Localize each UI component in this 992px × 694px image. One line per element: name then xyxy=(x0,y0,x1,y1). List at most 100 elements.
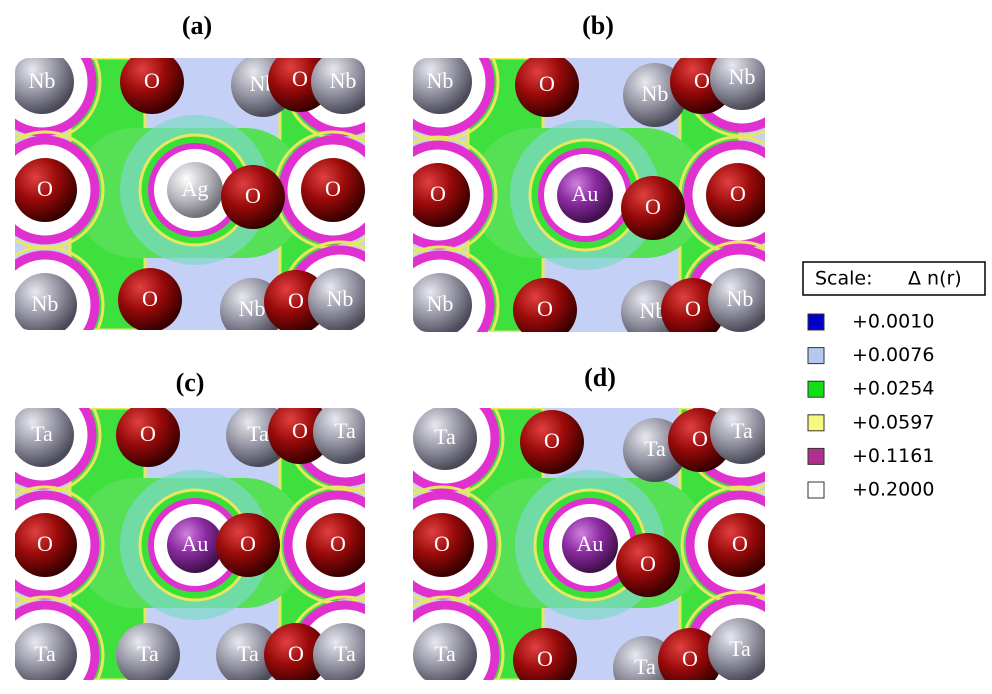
legend-swatch xyxy=(807,380,825,398)
atom-label: O xyxy=(539,71,555,96)
atom-label: Ta xyxy=(644,436,666,461)
atom-label: Nb xyxy=(32,291,59,316)
atom-label: Ta xyxy=(731,418,753,443)
atom xyxy=(621,176,685,240)
atom-label: O xyxy=(144,68,160,93)
atom xyxy=(710,58,765,110)
atom-label: O xyxy=(430,181,446,206)
atom xyxy=(313,408,365,464)
atom-label: O xyxy=(544,428,560,453)
legend-swatch xyxy=(807,414,825,432)
atom-label: O xyxy=(692,426,708,451)
atom-label: O xyxy=(434,531,450,556)
atom xyxy=(413,273,472,332)
atom xyxy=(216,513,280,577)
atom xyxy=(710,408,765,464)
legend-value: +0.0597 xyxy=(852,411,934,433)
atom-label: O xyxy=(292,418,308,443)
panel-label: (d) xyxy=(584,363,616,392)
atom-label: Nb xyxy=(642,81,669,106)
atom xyxy=(413,163,470,227)
density-ring xyxy=(413,245,500,332)
atom-label: Ta xyxy=(137,641,159,666)
legend-value: +0.0076 xyxy=(852,344,934,366)
panel-label: (c) xyxy=(176,368,205,397)
legend-value: +0.2000 xyxy=(852,479,934,501)
atom xyxy=(616,533,680,597)
atom-label: O xyxy=(645,194,661,219)
atom xyxy=(15,623,77,680)
density-map: Nb O Nb O NbO Ag O ONb O Nb O Nb xyxy=(15,58,365,330)
atom xyxy=(708,513,765,577)
legend-quantity: Δ n(r) xyxy=(908,268,962,290)
atom xyxy=(706,163,765,227)
atom xyxy=(658,628,722,680)
density-map: Ta O Ta O Ta O Au O O Ta Ta Ta O Ta xyxy=(15,408,365,680)
atom-label: Ta xyxy=(634,654,656,679)
atom xyxy=(515,58,579,117)
atom-label: Au xyxy=(577,531,604,556)
atom-label: O xyxy=(682,646,698,671)
density-ring xyxy=(15,245,105,330)
atom xyxy=(118,268,182,330)
atom-label: O xyxy=(37,531,53,556)
legend-value: +0.0010 xyxy=(852,311,934,333)
atom-label: Nb xyxy=(427,291,454,316)
atom xyxy=(120,58,184,114)
atom-label: Ta xyxy=(334,418,356,443)
atom xyxy=(301,158,365,222)
atom xyxy=(221,165,285,229)
atom-label: Ta xyxy=(729,636,751,661)
atom-label: O xyxy=(245,183,261,208)
legend-value: +0.1161 xyxy=(852,445,934,467)
atom xyxy=(306,513,365,577)
atom-label: Nb xyxy=(427,68,454,93)
atom-label: Nb xyxy=(729,64,756,89)
legend-swatch xyxy=(807,481,825,499)
atom-label: Ta xyxy=(334,641,356,666)
atom xyxy=(413,623,477,680)
panel-label: (b) xyxy=(582,11,614,40)
legend-title: Scale: xyxy=(815,268,873,290)
atom-label: Nb xyxy=(327,286,354,311)
atom xyxy=(413,58,472,114)
atom-label: Nb xyxy=(29,68,56,93)
atom xyxy=(562,517,618,573)
atom xyxy=(268,408,332,464)
atom xyxy=(708,618,765,680)
atom-label: O xyxy=(37,176,53,201)
atom xyxy=(167,517,223,573)
atom-label: O xyxy=(288,641,304,666)
panel-label: (a) xyxy=(182,11,212,40)
atom-label: O xyxy=(537,296,553,321)
atom-label: Ta xyxy=(31,421,53,446)
atom-label: O xyxy=(288,288,304,313)
atom-label: Ta xyxy=(34,641,56,666)
atom-label: O xyxy=(325,176,341,201)
atom-label: Ta xyxy=(247,421,269,446)
atom-label: Ag xyxy=(182,176,209,201)
density-ring xyxy=(15,595,105,680)
atom xyxy=(313,623,365,680)
atom-label: Au xyxy=(572,181,599,206)
atom-label: Nb xyxy=(727,286,754,311)
atom-label: O xyxy=(640,551,656,576)
atom xyxy=(513,628,577,680)
atom xyxy=(15,158,77,222)
atom xyxy=(15,273,77,330)
atom xyxy=(116,623,180,680)
atom-label: O xyxy=(537,646,553,671)
atom xyxy=(413,408,477,470)
density-map: Ta O Ta O Ta O Au O O Ta O Ta O Ta xyxy=(413,408,765,680)
atom xyxy=(557,167,613,223)
atom-label: Au xyxy=(182,531,209,556)
legend-swatch xyxy=(807,447,825,465)
atom-label: O xyxy=(730,181,746,206)
atom xyxy=(167,162,223,218)
atom-label: O xyxy=(330,531,346,556)
atom-label: O xyxy=(140,421,156,446)
atom xyxy=(520,410,584,474)
atom-label: O xyxy=(142,286,158,311)
